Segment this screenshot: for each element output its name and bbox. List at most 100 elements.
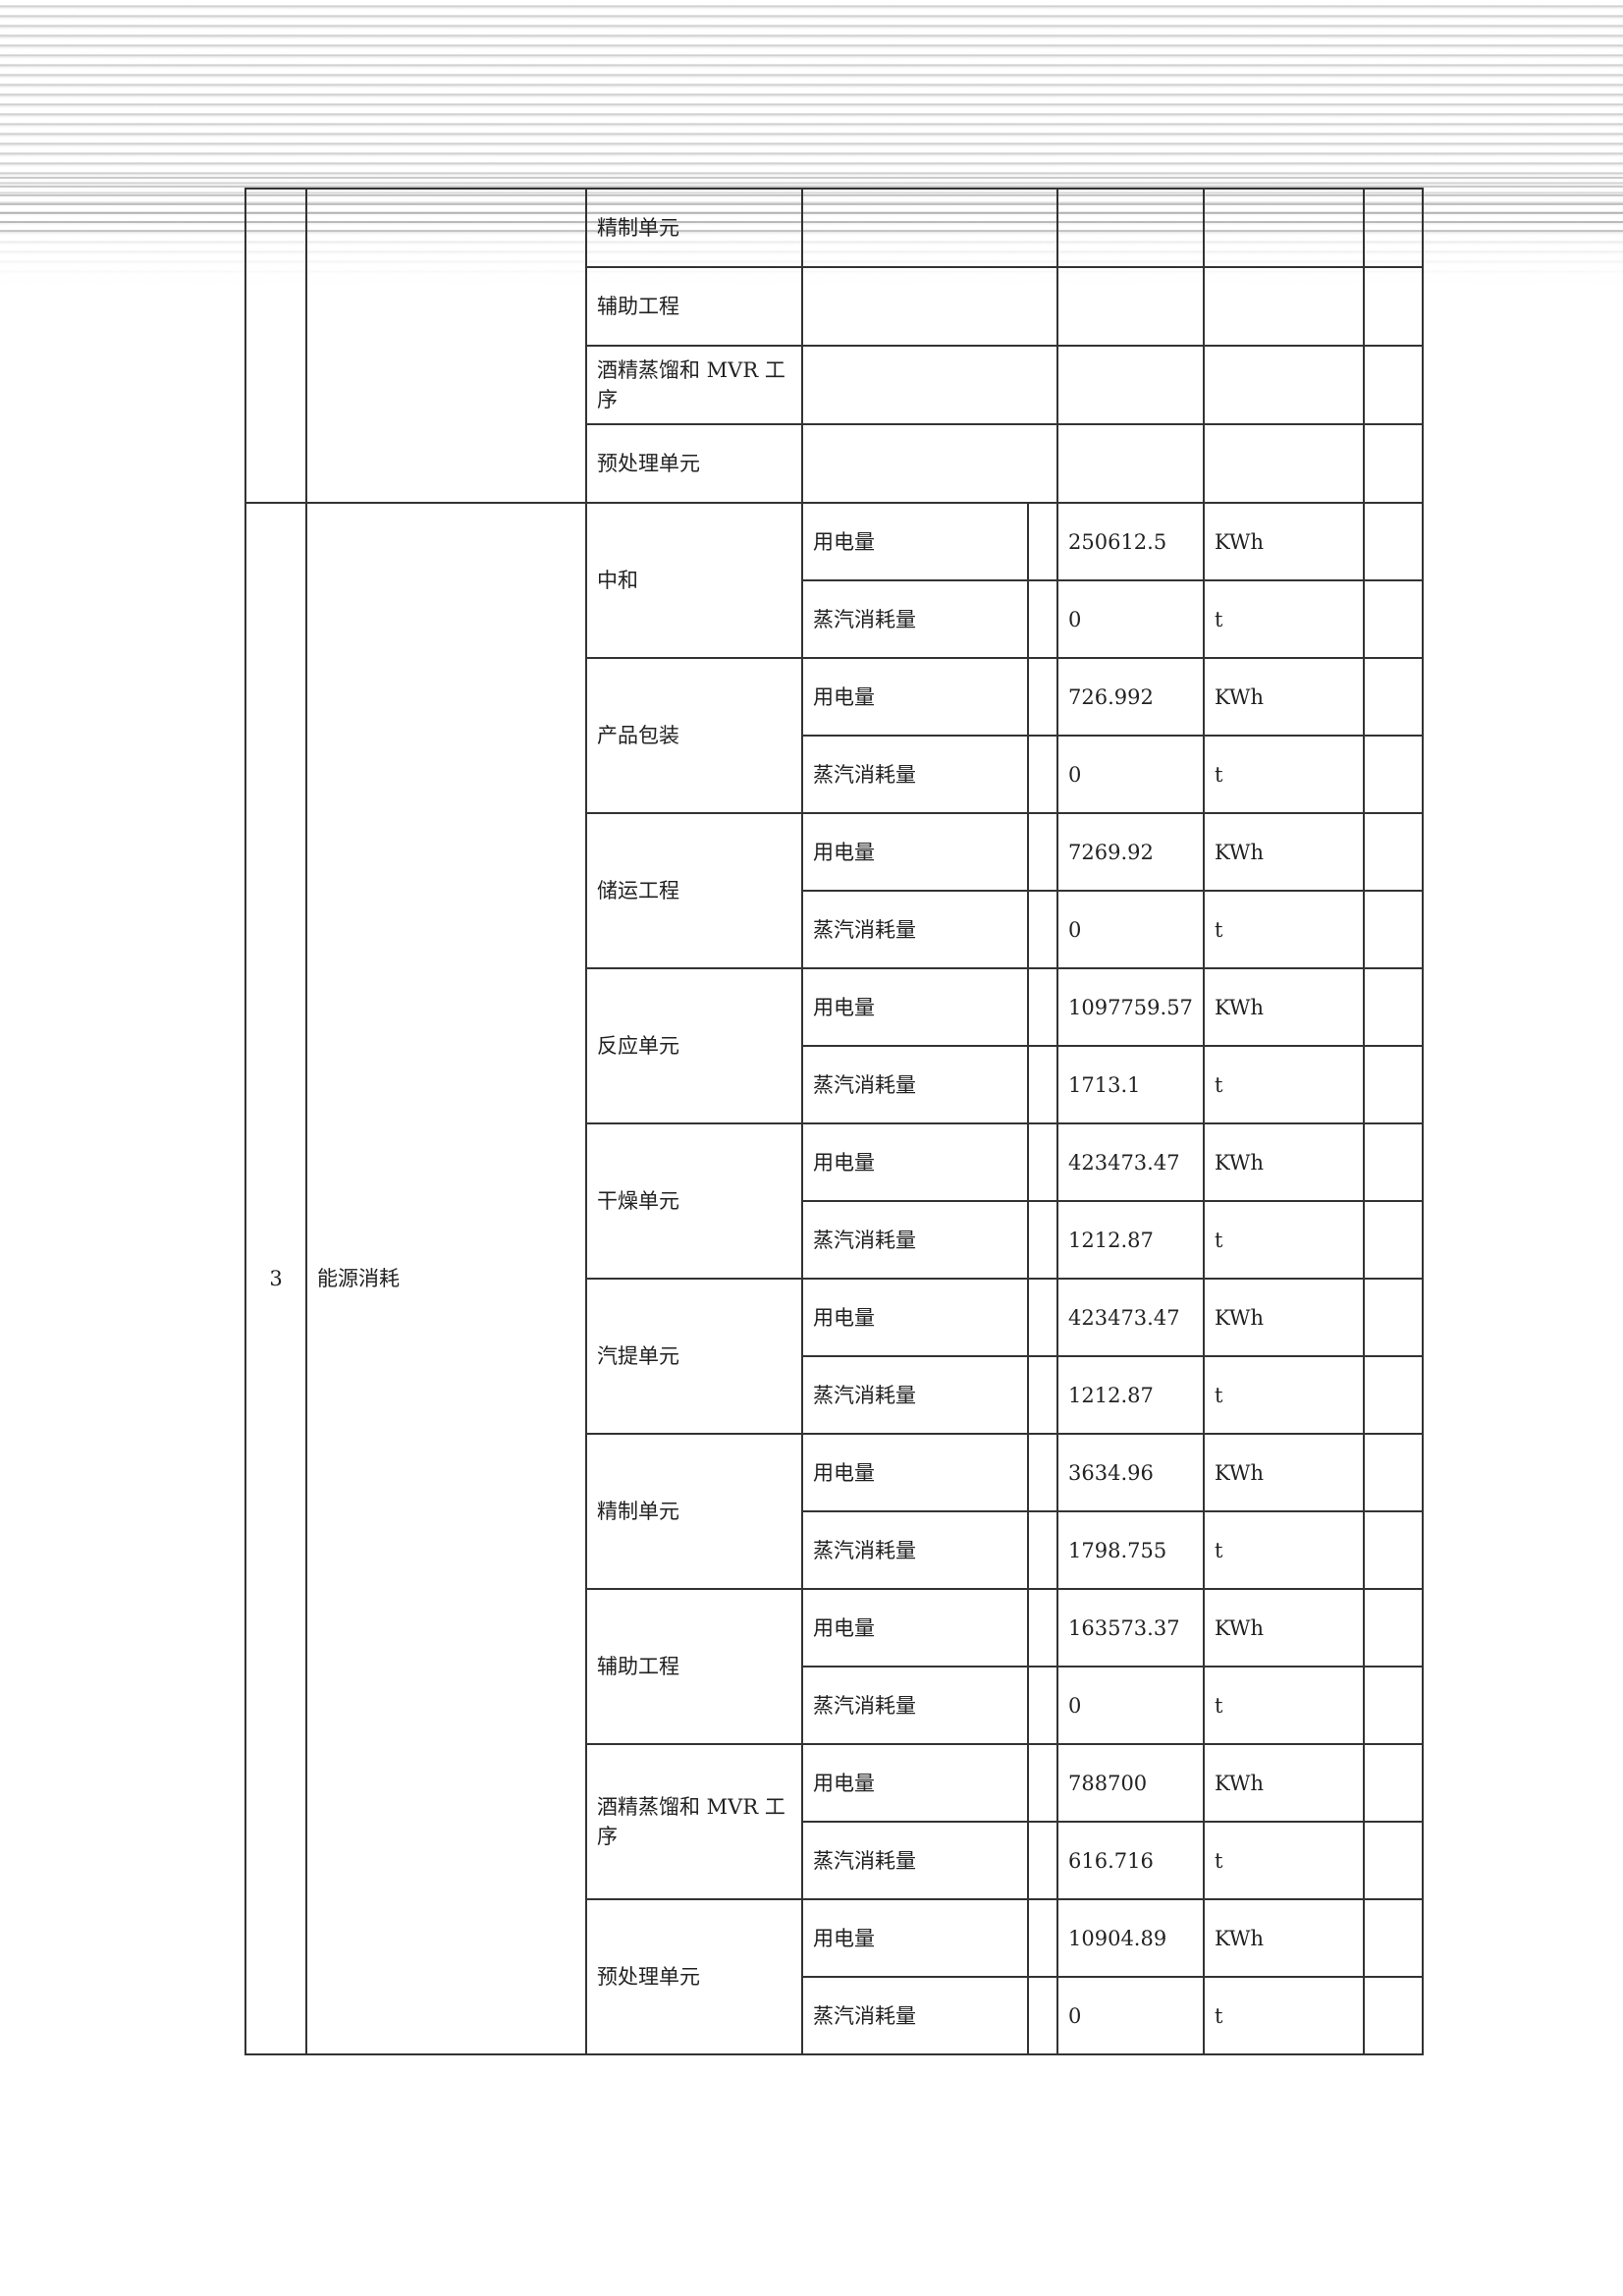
- unit-name-cell: 辅助工程: [585, 266, 803, 347]
- note-cell: [1362, 1433, 1424, 1512]
- unit-name-cell: 反应单元: [585, 967, 803, 1124]
- item-cell: 用电量: [801, 502, 1029, 581]
- unit-name-cell: 预处理单元: [585, 1898, 803, 2055]
- blank-cell: [1027, 579, 1058, 659]
- value-cell: [1056, 188, 1205, 268]
- unit-cell: [1202, 188, 1365, 268]
- table-row: 预处理单元: [245, 423, 1424, 504]
- note-cell: [1362, 1278, 1424, 1357]
- unit-cell: KWh: [1202, 1588, 1365, 1667]
- value-cell: 0: [1056, 890, 1205, 969]
- value-cell: [1056, 423, 1205, 504]
- item-cell: 蒸汽消耗量: [801, 1510, 1029, 1590]
- value-cell: 0: [1056, 735, 1205, 814]
- unit-cell: t: [1202, 1976, 1365, 2055]
- table-row: 预处理单元 用电量 10904.89 KWh: [245, 1898, 1424, 2055]
- item-cell: 用电量: [801, 1122, 1029, 1202]
- unit-cell: KWh: [1202, 1122, 1365, 1202]
- row-number-cell: [244, 188, 307, 504]
- unit-name-cell: 酒精蒸馏和 MVR 工序: [585, 1743, 803, 1900]
- unit-cell: [1202, 345, 1365, 425]
- unit-cell: KWh: [1202, 1743, 1365, 1823]
- unit-cell: t: [1202, 1045, 1365, 1124]
- category-cell: [305, 188, 587, 504]
- blank-cell: [1027, 1976, 1058, 2055]
- item-cell: 蒸汽消耗量: [801, 890, 1029, 969]
- note-cell: [1362, 502, 1424, 581]
- table-row: 辅助工程: [245, 266, 1424, 347]
- note-cell: [1362, 967, 1424, 1047]
- unit-cell: [1202, 266, 1365, 347]
- value-cell: [1056, 266, 1205, 347]
- item-cell: 蒸汽消耗量: [801, 1976, 1029, 2055]
- blank-cell: [1027, 1588, 1058, 1667]
- note-cell: [1362, 890, 1424, 969]
- item-cell: [801, 266, 1058, 347]
- value-cell: 726.992: [1056, 657, 1205, 737]
- item-cell: 用电量: [801, 1743, 1029, 1823]
- value-cell: 1212.87: [1056, 1355, 1205, 1435]
- table-row: 蒸汽消耗量 1798.755 t: [245, 1510, 1424, 1590]
- unit-cell: KWh: [1202, 1433, 1365, 1512]
- blank-cell: [1027, 735, 1058, 814]
- note-cell: [1362, 1355, 1424, 1435]
- table-row: 蒸汽消耗量 1212.87 t: [245, 1355, 1424, 1435]
- note-cell: [1362, 579, 1424, 659]
- note-cell: [1362, 1666, 1424, 1745]
- unit-cell: t: [1202, 1355, 1365, 1435]
- table-row: 酒精蒸馏和 MVR 工序: [245, 345, 1424, 425]
- value-cell: [1056, 345, 1205, 425]
- table-row: 产品包装 用电量 726.992 KWh: [245, 657, 1424, 814]
- unit-cell: t: [1202, 579, 1365, 659]
- note-cell: [1362, 1045, 1424, 1124]
- table-row: 蒸汽消耗量 0 t: [245, 735, 1424, 814]
- table-row: 酒精蒸馏和 MVR 工序 用电量 788700 KWh: [245, 1743, 1424, 1900]
- blank-cell: [1027, 1821, 1058, 1900]
- unit-cell: t: [1202, 890, 1365, 969]
- item-cell: 用电量: [801, 657, 1029, 737]
- category-cell: 能源消耗: [305, 502, 587, 2055]
- item-cell: [801, 345, 1058, 425]
- blank-cell: [1027, 1122, 1058, 1202]
- blank-cell: [1027, 1433, 1058, 1512]
- table-row: 精制单元: [244, 188, 1424, 504]
- item-cell: 蒸汽消耗量: [801, 1355, 1029, 1435]
- note-cell: [1362, 1122, 1424, 1202]
- energy-consumption-table: 精制单元 辅助工程 酒精蒸馏和 MVR 工序 预处理单元 3 能源消耗 中和 用电量 25061…: [244, 188, 1424, 2055]
- note-cell: [1362, 812, 1424, 892]
- table-row: 精制单元 用电量 3634.96 KWh: [245, 1433, 1424, 1590]
- value-cell: 0: [1056, 1976, 1205, 2055]
- note-cell: [1362, 423, 1424, 504]
- value-cell: 250612.5: [1056, 502, 1205, 581]
- value-cell: 0: [1056, 579, 1205, 659]
- blank-cell: [1027, 1200, 1058, 1280]
- unit-name-cell: 精制单元: [585, 188, 803, 268]
- blank-cell: [1027, 1666, 1058, 1745]
- note-cell: [1362, 266, 1424, 347]
- value-cell: 1798.755: [1056, 1510, 1205, 1590]
- item-cell: 蒸汽消耗量: [801, 735, 1029, 814]
- unit-name-cell: 酒精蒸馏和 MVR 工序: [585, 345, 803, 425]
- item-cell: 用电量: [801, 1588, 1029, 1667]
- value-cell: 0: [1056, 1666, 1205, 1745]
- item-cell: 用电量: [801, 1433, 1029, 1512]
- value-cell: 163573.37: [1056, 1588, 1205, 1667]
- blank-cell: [1027, 812, 1058, 892]
- item-cell: 蒸汽消耗量: [801, 1666, 1029, 1745]
- unit-name-cell: 预处理单元: [585, 423, 803, 504]
- blank-cell: [1027, 1510, 1058, 1590]
- blank-cell: [1027, 1743, 1058, 1823]
- blank-cell: [1027, 502, 1058, 581]
- table-row: 储运工程 用电量 7269.92 KWh: [245, 812, 1424, 969]
- unit-cell: KWh: [1202, 502, 1365, 581]
- item-cell: [801, 423, 1058, 504]
- item-cell: 蒸汽消耗量: [801, 1821, 1029, 1900]
- value-cell: 616.716: [1056, 1821, 1205, 1900]
- unit-name-cell: 干燥单元: [585, 1122, 803, 1280]
- table-row: 干燥单元 用电量 423473.47 KWh: [245, 1122, 1424, 1280]
- table-row: 蒸汽消耗量 0 t: [245, 1976, 1424, 2055]
- unit-cell: KWh: [1202, 1278, 1365, 1357]
- note-cell: [1362, 188, 1424, 268]
- item-cell: 蒸汽消耗量: [801, 579, 1029, 659]
- item-cell: 用电量: [801, 1898, 1029, 1978]
